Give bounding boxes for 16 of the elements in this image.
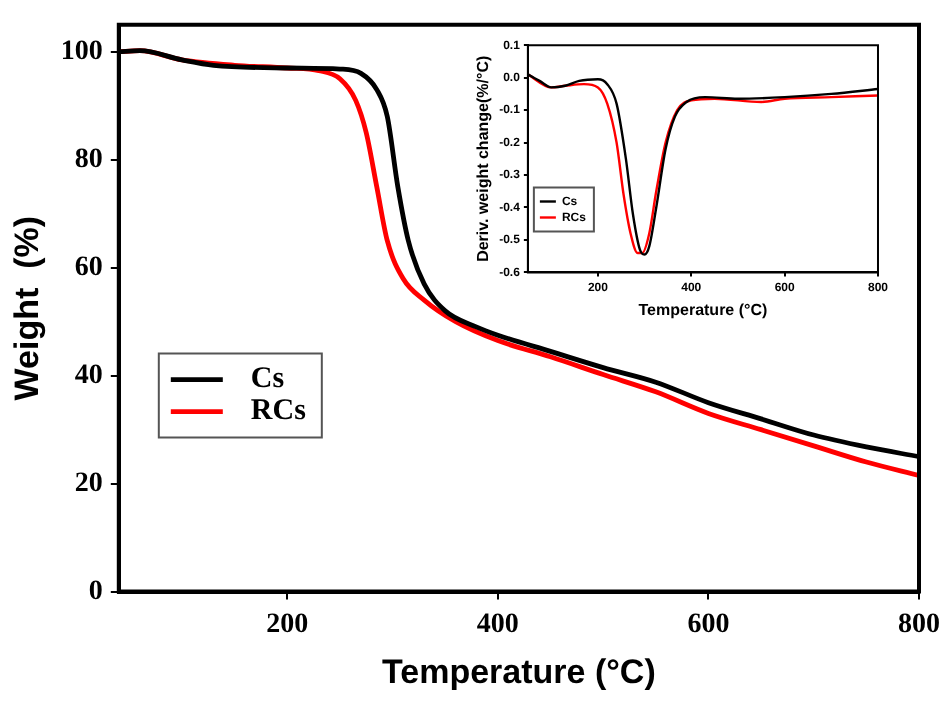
x-tick-label: 600 — [687, 609, 730, 640]
y-tick-label: 80 — [74, 144, 103, 175]
x-tick-label: 800 — [898, 609, 940, 640]
x-axis-title: Temperature (°C) — [638, 300, 768, 319]
legend-label: RCs — [250, 395, 307, 428]
y-tick-label: 60 — [74, 252, 103, 283]
y-tick-label: 40 — [74, 360, 103, 391]
y-tick-label: 0 — [88, 576, 103, 607]
x-tick-label: 400 — [476, 609, 519, 640]
x-tick-label: 200 — [266, 609, 309, 640]
y-axis-title: Weight (%) — [7, 215, 46, 401]
y-axis-title: Deriv. weight change(%/°C) — [474, 55, 493, 262]
y-tick-label: 100 — [60, 37, 103, 68]
y-tick-label: 20 — [74, 468, 103, 499]
x-axis-title: Temperature (°C) — [382, 652, 656, 691]
legend-label: Cs — [250, 363, 285, 396]
